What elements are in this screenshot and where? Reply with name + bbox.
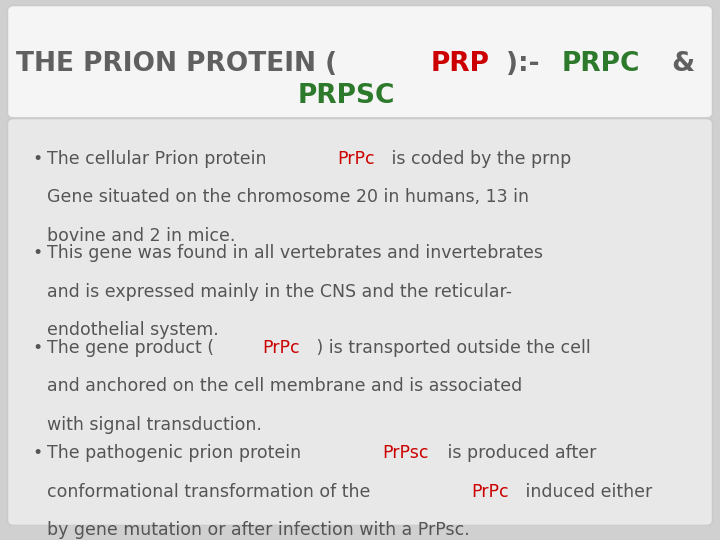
Text: with signal transduction.: with signal transduction. <box>47 416 261 434</box>
Text: •: • <box>32 150 42 168</box>
Text: is produced after: is produced after <box>442 444 596 462</box>
Text: and is expressed mainly in the CNS and the reticular-: and is expressed mainly in the CNS and t… <box>47 283 512 301</box>
Text: PRPSC: PRPSC <box>297 83 395 109</box>
Text: The cellular Prion protein: The cellular Prion protein <box>47 150 272 168</box>
Text: PrPsc: PrPsc <box>382 444 428 462</box>
Text: PrPc: PrPc <box>337 150 374 168</box>
Text: The gene product (: The gene product ( <box>47 339 214 357</box>
Text: induced either: induced either <box>520 483 652 501</box>
Text: &: & <box>662 51 695 77</box>
Text: ):-: ):- <box>506 51 549 77</box>
Text: endothelial system.: endothelial system. <box>47 321 219 339</box>
FancyBboxPatch shape <box>7 5 713 118</box>
Text: THE PRION PROTEIN (: THE PRION PROTEIN ( <box>16 51 337 77</box>
Text: •: • <box>32 444 42 462</box>
Text: PrPc: PrPc <box>262 339 300 357</box>
Text: •: • <box>32 339 42 357</box>
Text: bovine and 2 in mice.: bovine and 2 in mice. <box>47 227 235 245</box>
Text: by gene mutation or after infection with a PrPsc.: by gene mutation or after infection with… <box>47 521 469 539</box>
Text: This gene was found in all vertebrates and invertebrates: This gene was found in all vertebrates a… <box>47 245 543 262</box>
Text: conformational transformation of the: conformational transformation of the <box>47 483 376 501</box>
Text: Gene situated on the chromosome 20 in humans, 13 in: Gene situated on the chromosome 20 in hu… <box>47 188 528 206</box>
Text: and anchored on the cell membrane and is associated: and anchored on the cell membrane and is… <box>47 377 522 395</box>
Text: PRPC: PRPC <box>562 51 640 77</box>
Text: The pathogenic prion protein: The pathogenic prion protein <box>47 444 307 462</box>
Text: ) is transported outside the cell: ) is transported outside the cell <box>311 339 590 357</box>
Text: PrPc: PrPc <box>471 483 509 501</box>
Text: •: • <box>32 245 42 262</box>
Text: is coded by the prnp: is coded by the prnp <box>386 150 571 168</box>
FancyBboxPatch shape <box>7 118 713 526</box>
Text: PRP: PRP <box>431 51 490 77</box>
